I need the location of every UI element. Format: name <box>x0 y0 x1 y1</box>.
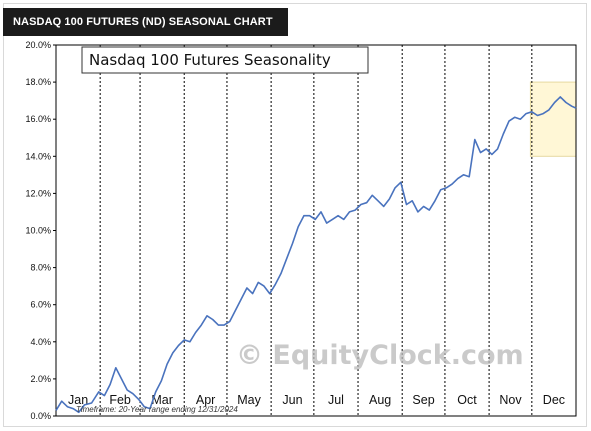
seasonal-highlight-layer <box>529 81 577 157</box>
month-label: Aug <box>369 393 391 407</box>
y-tick-label: 4.0% <box>30 337 51 347</box>
series-layer <box>55 96 577 414</box>
month-label: May <box>237 393 261 407</box>
month-label: Sep <box>412 393 434 407</box>
month-label: Mar <box>151 393 173 407</box>
month-label: Apr <box>196 393 215 407</box>
y-tick-label: 2.0% <box>30 374 51 384</box>
month-label: Jun <box>282 393 302 407</box>
page-title: NASDAQ 100 FUTURES (ND) SEASONAL CHART <box>3 8 288 36</box>
equityclock-watermark: © EquityClock.com <box>236 340 524 371</box>
y-tick-label: 12.0% <box>25 188 51 198</box>
y-tick-label: 8.0% <box>30 263 51 273</box>
y-axis: 0.0% 2.0% 4.0% 6.0% 8.0% 10.0% 12.0% 14.0% 16.0%… <box>25 40 56 421</box>
chart-title: Nasdaq 100 Futures Seasonality <box>89 51 331 69</box>
x-axis: Jan Feb Mar Apr May Jun Jul Aug Sep Oct Nov Dec <box>68 393 565 407</box>
month-label: Jan <box>68 393 88 407</box>
month-label: Nov <box>499 393 522 407</box>
y-tick-label: 16.0% <box>25 114 51 124</box>
y-tick-label: 18.0% <box>25 77 51 87</box>
y-tick-label: 10.0% <box>25 226 51 236</box>
chart-subtitle: Timeframe: 20-Year range ending 12/31/20… <box>76 405 238 414</box>
seasonality-series-line <box>55 96 577 414</box>
month-label: Jul <box>328 393 344 407</box>
y-tick-label: 20.0% <box>25 40 51 50</box>
month-label: Feb <box>109 393 131 407</box>
grid-layer <box>99 45 533 416</box>
y-tick-label: 14.0% <box>25 151 51 161</box>
chart-title-box: Nasdaq 100 Futures Seasonality <box>81 46 369 74</box>
seasonal-highlight-box <box>529 81 577 157</box>
y-tick-label: 0.0% <box>30 411 51 421</box>
month-label: Dec <box>543 393 565 407</box>
month-label: Oct <box>457 393 477 407</box>
y-tick-label: 6.0% <box>30 300 51 310</box>
